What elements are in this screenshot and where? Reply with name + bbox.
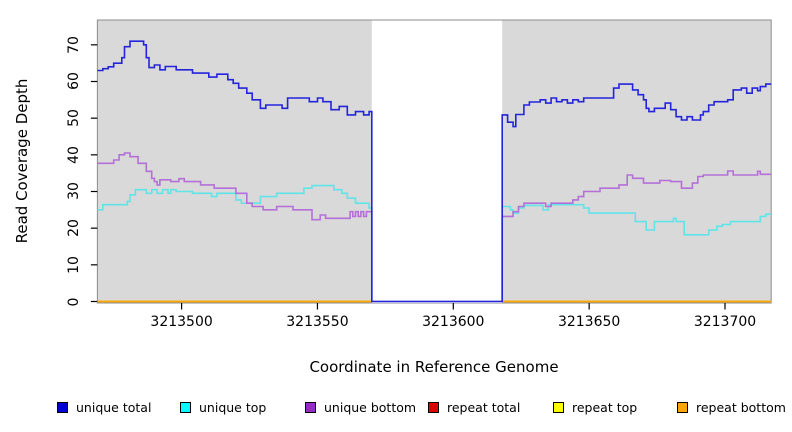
y-tick-label: 20 <box>66 219 82 238</box>
legend-swatch-icon <box>305 401 316 413</box>
legend-label: repeat top <box>572 399 638 415</box>
legend-item-unique-bottom: unique bottom <box>305 398 416 416</box>
x-tick-label: 3213700 <box>693 314 757 330</box>
y-tick-label: 40 <box>66 145 82 164</box>
legend-item-unique-top: unique top <box>180 398 266 416</box>
x-tick-label: 3213650 <box>557 314 621 330</box>
series-line-unique-top <box>97 184 772 303</box>
legend-label: unique total <box>76 399 152 415</box>
y-tick-label: 10 <box>66 255 82 274</box>
legend-item-unique-total: unique total <box>57 398 151 416</box>
series-line-unique-total <box>97 40 772 303</box>
legend: unique total unique top unique bottom repea… <box>0 398 792 420</box>
y-tick-label: 30 <box>66 182 82 201</box>
legend-swatch-icon <box>180 401 191 413</box>
legend-item-repeat-total: repeat total <box>428 398 520 416</box>
y-tick-label: 50 <box>66 109 82 128</box>
legend-label: repeat bottom <box>696 399 786 415</box>
series-line-unique-bottom <box>97 152 772 303</box>
y-tick-label: 70 <box>66 35 82 54</box>
y-tick-label: 0 <box>66 297 82 306</box>
x-tick-label: 3213550 <box>286 314 349 330</box>
y-tick-label: 60 <box>66 72 82 91</box>
legend-item-repeat-bottom: repeat bottom <box>677 398 786 416</box>
x-tick-label: 3213600 <box>422 314 485 330</box>
legend-label: unique bottom <box>324 399 417 415</box>
legend-swatch-icon <box>428 401 439 413</box>
legend-swatch-icon <box>677 401 688 413</box>
legend-swatch-icon <box>553 401 564 413</box>
legend-label: unique top <box>199 399 267 415</box>
legend-item-repeat-top: repeat top <box>553 398 637 416</box>
x-tick-label: 3213500 <box>150 314 213 330</box>
legend-label: repeat total <box>447 399 521 415</box>
legend-swatch-icon <box>57 401 68 413</box>
no-data-gap-rect <box>371 11 503 303</box>
y-axis-title: Read Coverage Depth <box>13 78 31 244</box>
x-axis-title: Coordinate in Reference Genome <box>309 358 559 376</box>
